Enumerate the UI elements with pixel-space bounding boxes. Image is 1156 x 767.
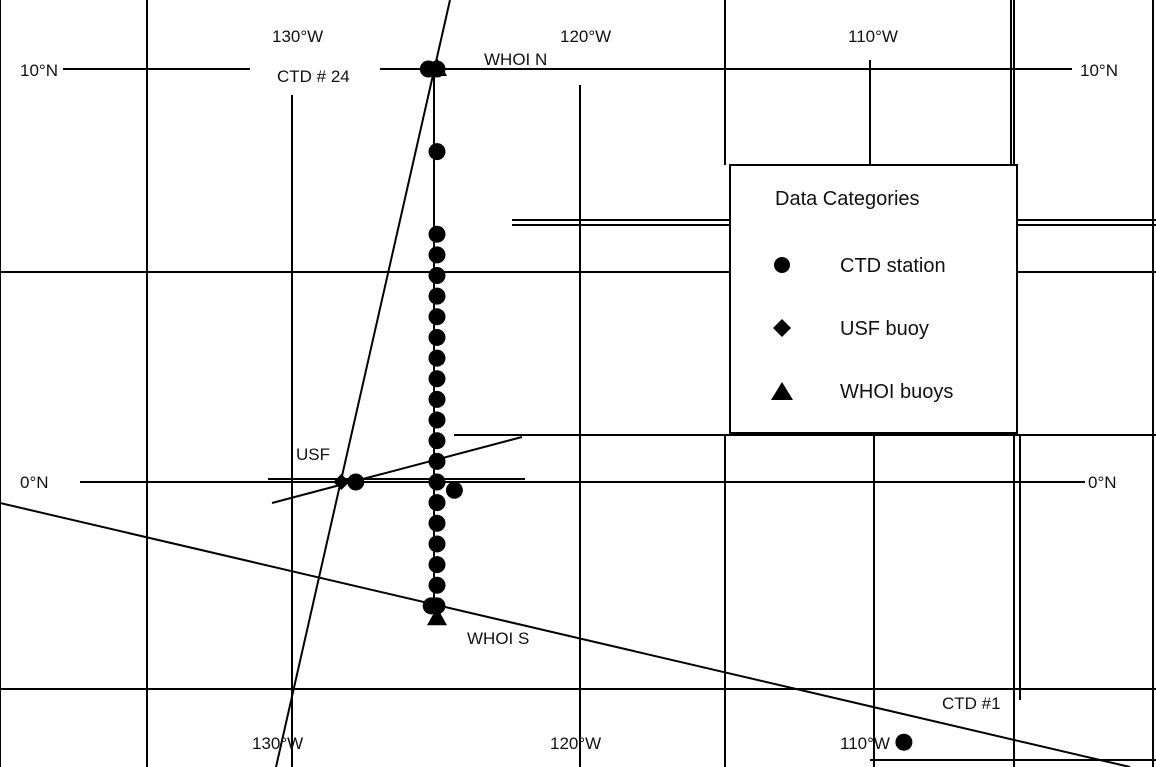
latitude-labels: 10°N 0°N 10°N 0°N	[20, 61, 1118, 492]
usf-buoy-marker	[333, 474, 350, 490]
legend-diamond-icon	[773, 319, 791, 337]
lat-label-right-0n: 0°N	[1088, 473, 1117, 492]
lon-label-top-110w: 110°W	[848, 27, 898, 46]
ctd-station-marker	[428, 432, 446, 450]
annotation-whoi-n: WHOI N	[484, 50, 547, 69]
longitude-labels-bottom: 130°W 120°W 110°W	[252, 734, 890, 753]
ctd-station-marker	[428, 143, 446, 161]
legend-triangle-icon	[771, 382, 793, 400]
legend-item-ctd-station: CTD station	[840, 255, 946, 277]
legend: Data Categories CTD station USF buoy WHO…	[729, 164, 1018, 434]
lat-label-right-10n: 10°N	[1080, 61, 1118, 80]
whoi-buoy-marker	[427, 607, 447, 626]
ctd-station-marker	[428, 514, 446, 532]
latitude-line-0n	[80, 478, 1085, 483]
annotation-usf: USF	[296, 445, 330, 464]
diagonal-track-line	[275, 0, 451, 767]
annotation-ctd-1: CTD #1	[942, 694, 1001, 713]
longitude-labels-top: 130°W 120°W 110°W	[272, 27, 898, 46]
legend-box	[729, 164, 1018, 434]
lon-label-top-120w: 120°W	[560, 27, 611, 46]
annotation-ctd-24: CTD # 24	[277, 67, 350, 86]
lon-label-bottom-120w: 120°W	[550, 734, 601, 753]
legend-circle-icon	[774, 257, 790, 273]
ctd-station-marker	[428, 411, 446, 429]
usf-track-line	[271, 436, 523, 504]
ctd-station-marker	[347, 473, 365, 491]
lat-label-left-10n: 10°N	[20, 61, 58, 80]
ctd-station-marker	[428, 267, 446, 284]
ctd-station-marker	[428, 390, 446, 408]
ctd-station-marker	[428, 473, 446, 491]
legend-title: Data Categories	[775, 188, 920, 210]
legend-item-whoi-buoys: WHOI buoys	[840, 381, 953, 403]
lon-label-top-130w: 130°W	[272, 27, 323, 46]
lat-label-left-0n: 0°N	[20, 473, 49, 492]
ctd-station-marker	[428, 328, 446, 346]
map-annotations: CTD # 24 WHOI N USF WHOI S CTD #1	[277, 50, 1001, 713]
ctd-station-marker	[428, 494, 446, 512]
ctd-station-marker	[445, 481, 463, 499]
ctd-station-marker	[428, 308, 446, 326]
ctd-station-marker	[428, 452, 446, 470]
ctd-station-marker	[428, 370, 446, 388]
lon-label-bottom-130w: 130°W	[252, 734, 303, 753]
ctd-station-marker	[428, 535, 446, 553]
southern-track-line	[0, 502, 1131, 767]
station-markers	[333, 58, 913, 751]
ctd-station-marker	[428, 576, 446, 594]
ctd-station-marker	[428, 225, 446, 243]
legend-item-usf-buoy: USF buoy	[840, 318, 929, 340]
ctd-station-marker	[428, 349, 446, 367]
ctd-station-marker	[428, 246, 446, 264]
ctd-station-marker	[428, 287, 446, 305]
whoi-buoy-marker	[427, 58, 447, 76]
annotation-whoi-s: WHOI S	[467, 629, 529, 648]
lon-label-bottom-110w: 110°W	[840, 734, 890, 753]
ctd-station-marker	[895, 733, 913, 751]
ctd-station-marker	[428, 556, 446, 574]
